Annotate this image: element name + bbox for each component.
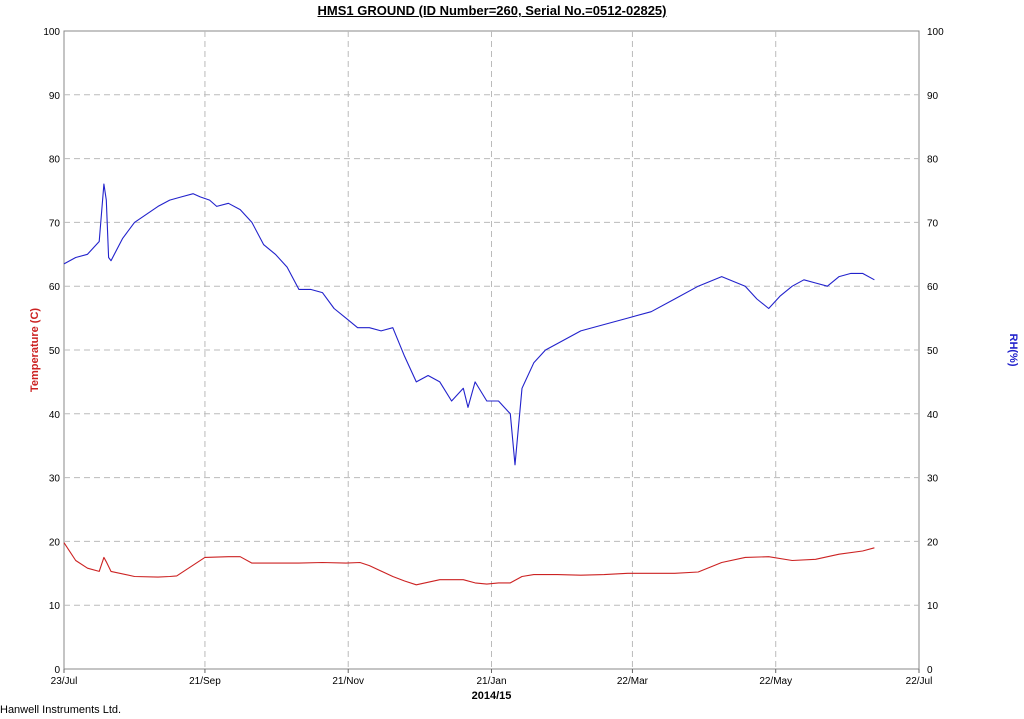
- y-tick-label-right: 10: [927, 601, 939, 612]
- y-axis-label-right: RH(%): [1007, 334, 1019, 367]
- y-tick-label-left: 20: [49, 537, 61, 548]
- y-tick-label-left: 10: [49, 601, 61, 612]
- y-tick-label-left: 100: [43, 27, 60, 38]
- y-tick-label-left: 70: [49, 218, 61, 229]
- x-tick-label: 22/Mar: [617, 676, 649, 687]
- y-tick-label-right: 60: [927, 282, 939, 293]
- y-tick-label-right: 70: [927, 218, 939, 229]
- x-axis-label: 2014/15: [472, 690, 512, 702]
- y-tick-label-left: 30: [49, 474, 61, 485]
- chart-title: HMS1 GROUND (ID Number=260, Serial No.=0…: [317, 3, 667, 18]
- y-tick-label-right: 20: [927, 537, 939, 548]
- x-tick-label: 23/Jul: [51, 676, 78, 687]
- y-tick-label-left: 40: [49, 410, 61, 421]
- x-tick-label: 21/Jan: [476, 676, 506, 687]
- y-tick-label-left: 60: [49, 282, 61, 293]
- x-tick-label: 21/Nov: [332, 676, 364, 687]
- y-tick-label-left: 50: [49, 346, 61, 357]
- footer-company: Hanwell Instruments Ltd.: [0, 704, 122, 716]
- y-tick-label-left: 90: [49, 91, 61, 102]
- x-tick-label: 22/Jul: [906, 676, 933, 687]
- y-tick-label-right: 50: [927, 346, 939, 357]
- y-tick-label-right: 90: [927, 91, 939, 102]
- y-tick-label-right: 40: [927, 410, 939, 421]
- y-axis-label-left: Temperature (C): [29, 308, 41, 392]
- y-tick-label-right: 80: [927, 155, 939, 166]
- y-tick-label-left: 80: [49, 155, 61, 166]
- y-tick-label-right: 0: [927, 665, 933, 676]
- series-line-rh: [63, 183, 875, 466]
- series-line-temperature: [63, 542, 875, 586]
- y-tick-label-right: 100: [927, 27, 944, 38]
- x-tick-label: 22/May: [759, 676, 792, 687]
- x-tick-label: 21/Sep: [189, 676, 221, 687]
- y-tick-label-right: 30: [927, 474, 939, 485]
- y-tick-label-left: 0: [54, 665, 60, 676]
